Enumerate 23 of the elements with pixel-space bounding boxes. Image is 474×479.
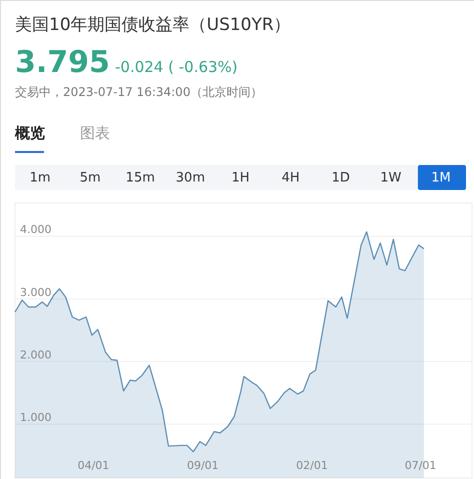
text: 30m — [176, 170, 205, 186]
text: 1M — [431, 170, 451, 186]
text: 1H — [231, 170, 250, 186]
x-tick-label: 09/01 — [186, 459, 219, 472]
text: -0.024 ( -0.63%) — [115, 58, 238, 76]
text: 图表 — [80, 124, 110, 142]
text: 5m — [80, 170, 101, 186]
text: 1m — [30, 170, 51, 186]
text: 3.795 — [15, 45, 110, 80]
text: 1W — [380, 170, 402, 186]
y-tick-label: 4.000 — [20, 223, 52, 236]
x-tick-label: 04/01 — [78, 459, 110, 472]
chart-subtitle: 交易中，2023-07-17 16:34:00（北京时间） — [15, 85, 262, 99]
y-tick-label: 3.000 — [20, 286, 52, 299]
text: 1D — [332, 170, 350, 186]
text: 15m — [126, 170, 155, 186]
x-tick-label: 02/01 — [296, 459, 328, 472]
text: 概览 — [14, 124, 45, 142]
y-tick-label: 1.000 — [20, 411, 52, 424]
x-tick-label: 07/01 — [404, 459, 436, 472]
text: 4H — [282, 170, 300, 186]
y-tick-label: 2.000 — [20, 348, 52, 362]
chart-title: 美国10年期国债收益率（US10YR） — [15, 15, 291, 35]
